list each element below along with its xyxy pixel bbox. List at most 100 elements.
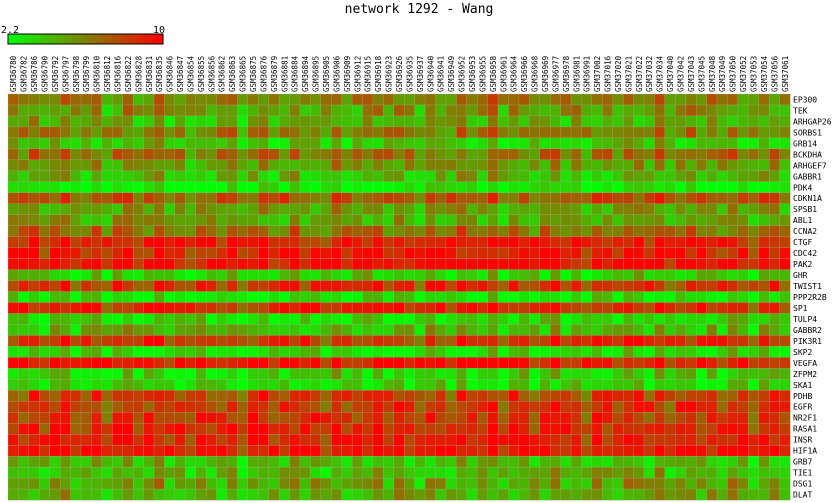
heatmap-cell	[685, 236, 697, 249]
column-label: GSM36937	[416, 56, 425, 92]
heatmap-cell	[258, 181, 270, 194]
heatmap-cell	[174, 313, 186, 325]
heatmap-cell	[769, 192, 781, 205]
heatmap-cell	[508, 236, 520, 249]
heatmap-cell	[226, 488, 238, 501]
color-legend: 2.2 10	[1, 25, 165, 45]
heatmap-cell	[466, 390, 478, 402]
heatmap-cell	[779, 104, 791, 117]
heatmap-cell	[341, 247, 353, 260]
heatmap-cell	[445, 488, 457, 501]
heatmap-cell	[706, 477, 718, 490]
heatmap-cell	[320, 412, 332, 424]
column-label: GSM37002	[593, 56, 602, 92]
heatmap-cell	[331, 203, 343, 216]
heatmap-cell	[112, 137, 124, 150]
heatmap-cell	[174, 302, 186, 314]
heatmap-cell	[205, 466, 217, 479]
heatmap-cell	[560, 192, 572, 205]
heatmap-cell	[289, 192, 301, 205]
heatmap-cell	[237, 192, 249, 205]
heatmap-cell	[466, 225, 478, 238]
heatmap-cell	[28, 444, 40, 457]
heatmap-cell	[602, 137, 614, 150]
heatmap-cell	[706, 181, 718, 194]
heatmap-cell	[372, 346, 384, 358]
heatmap-cell	[581, 434, 593, 446]
heatmap-cell	[164, 126, 176, 139]
heatmap-cell	[539, 390, 551, 402]
heatmap-cell	[122, 291, 134, 303]
heatmap-cell	[727, 192, 739, 205]
heatmap-cell	[602, 148, 614, 161]
heatmap-cell	[143, 280, 155, 292]
heatmap-cell	[153, 93, 165, 106]
heatmap-cell	[675, 302, 687, 314]
heatmap-cell	[39, 236, 51, 249]
heatmap-cell	[779, 423, 791, 435]
heatmap-cell	[550, 390, 562, 402]
heatmap-cell	[539, 258, 551, 271]
heatmap-cell	[758, 444, 770, 457]
heatmap-cell	[18, 148, 30, 161]
heatmap-cell	[466, 401, 478, 413]
heatmap-cell	[675, 104, 687, 117]
heatmap-cell	[289, 280, 301, 292]
heatmap-cell	[185, 346, 197, 358]
heatmap-cell	[205, 280, 217, 292]
heatmap-cell	[362, 159, 374, 172]
heatmap-cell	[727, 291, 739, 303]
heatmap-cell	[393, 104, 405, 117]
heatmap-cell	[487, 357, 499, 369]
heatmap-cell	[424, 302, 436, 314]
heatmap-cell	[706, 368, 718, 380]
heatmap-cell	[779, 444, 791, 457]
heatmap-cell	[59, 466, 72, 479]
heatmap-cell	[685, 302, 697, 314]
heatmap-cell	[508, 434, 520, 446]
heatmap-cell	[205, 357, 217, 369]
heatmap-cell	[477, 269, 489, 281]
heatmap-cell	[570, 214, 582, 227]
heatmap-cell	[477, 401, 489, 413]
heatmap-cell	[59, 313, 72, 325]
heatmap-cell	[508, 466, 520, 479]
heatmap-cell	[393, 258, 405, 271]
heatmap-cell	[112, 423, 124, 435]
heatmap-cell	[643, 466, 655, 479]
heatmap-cell	[518, 346, 530, 358]
heatmap-cell	[7, 214, 19, 227]
heatmap-cell	[529, 357, 541, 369]
heatmap-cell	[769, 159, 781, 172]
heatmap-cell	[310, 170, 322, 183]
heatmap-cell	[132, 335, 144, 347]
heatmap-cell	[258, 412, 270, 424]
heatmap-cell	[299, 335, 311, 347]
heatmap-cell	[539, 181, 551, 194]
column-label: GSM36884	[291, 55, 300, 92]
heatmap-cell	[185, 444, 197, 457]
heatmap-cell	[414, 434, 426, 446]
heatmap-cell	[758, 236, 770, 249]
heatmap-cell	[550, 313, 562, 325]
heatmap-cell	[675, 346, 687, 358]
heatmap-cell	[226, 203, 238, 216]
heatmap-cell	[696, 313, 708, 325]
heatmap-cell	[758, 225, 770, 238]
heatmap-cell	[101, 412, 113, 424]
heatmap-cell	[205, 488, 217, 501]
heatmap-cell	[237, 302, 249, 314]
heatmap-cell	[602, 302, 614, 314]
heatmap-cell	[435, 104, 447, 117]
heatmap-cell	[466, 269, 478, 281]
heatmap-cell	[101, 269, 113, 281]
heatmap-cell	[643, 93, 655, 106]
heatmap-cell	[675, 434, 687, 446]
heatmap-cell	[310, 225, 322, 238]
heatmap-cell	[28, 192, 40, 205]
heatmap-cell	[122, 488, 134, 501]
heatmap-cell	[497, 115, 509, 128]
heatmap-cell	[623, 455, 635, 468]
heatmap-cell	[216, 313, 228, 325]
heatmap-cell	[195, 181, 207, 194]
